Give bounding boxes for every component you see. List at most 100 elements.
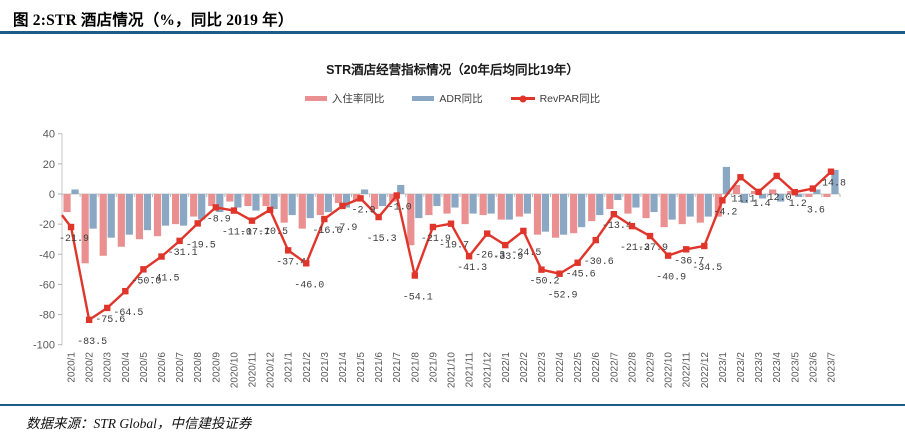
revpar-marker <box>230 207 238 214</box>
x-tick-label: 2021/11 <box>465 352 476 388</box>
revpar-dot-icon <box>519 95 527 102</box>
occupancy-bar <box>823 194 831 198</box>
x-tick-label: 2022/10 <box>664 352 675 389</box>
x-tick-label: 2022/8 <box>627 352 638 383</box>
revpar-marker <box>719 197 726 204</box>
occupancy-bar <box>153 194 162 237</box>
x-tick-label: 2020/7 <box>175 352 186 383</box>
y-tick-label: -100 <box>33 340 55 352</box>
revpar-data-label: 1.2 <box>789 199 807 210</box>
revpar-marker <box>755 188 762 196</box>
occupancy-bar <box>769 189 777 194</box>
adr-bar <box>758 194 767 199</box>
revpar-marker <box>646 232 654 240</box>
adr-bar <box>216 194 224 213</box>
occupancy-bar <box>425 194 433 216</box>
adr-bar <box>650 194 658 213</box>
revpar-data-label: -36.7 <box>674 256 704 267</box>
revpar-marker <box>809 185 817 192</box>
occupancy-bar <box>750 190 759 194</box>
occupancy-bar <box>570 194 578 234</box>
occupancy-bar <box>280 194 288 223</box>
occupancy-bar <box>371 194 379 210</box>
revpar-data-label: -30.6 <box>584 257 614 268</box>
revpar-data-label: -11.0 <box>222 228 252 239</box>
x-tick-label: 2020/12 <box>266 352 277 389</box>
revpar-data-label: -1.0 <box>388 203 412 214</box>
revpar-data-label: 11.1 <box>731 194 755 205</box>
revpar-data-label: -16.6 <box>312 226 342 237</box>
occupancy-bar <box>226 194 234 202</box>
revpar-data-label: -4.2 <box>713 207 737 218</box>
x-tick-label: 2022/7 <box>609 352 620 383</box>
occupancy-bar <box>461 194 469 225</box>
occupancy-bar <box>135 194 144 240</box>
x-tick-label: 2021/1 <box>284 352 295 383</box>
occupancy-bar <box>443 194 451 214</box>
revpar-data-label: -17.7 <box>240 228 270 239</box>
x-tick-label: 2020/5 <box>139 352 150 383</box>
revpar-data-label: 3.6 <box>807 206 825 217</box>
adr-bar <box>379 194 387 207</box>
adr-bar <box>541 194 550 232</box>
revpar-marker <box>212 204 219 211</box>
adr-bar <box>469 194 477 214</box>
x-tick-label: 2021/2 <box>302 352 313 383</box>
occupancy-bar <box>407 194 415 246</box>
revpar-marker <box>610 210 618 218</box>
occupancy-bar <box>99 194 107 256</box>
revpar-data-label: 14.8 <box>822 179 846 190</box>
revpar-marker <box>176 237 183 245</box>
revpar-marker <box>339 202 346 210</box>
x-tick-label: 2021/7 <box>392 352 403 383</box>
revpar-data-label: -41.3 <box>457 263 487 274</box>
x-tick-label: 2020/1 <box>67 352 78 383</box>
adr-bar <box>578 194 586 228</box>
adr-bar <box>125 194 133 235</box>
adr-bar <box>813 189 821 194</box>
x-tick-label: 2020/8 <box>193 352 204 383</box>
revpar-data-label: -10.5 <box>258 227 288 238</box>
adr-bar <box>795 194 803 198</box>
occupancy-bar <box>81 194 89 264</box>
occupancy-bar <box>787 190 795 194</box>
revpar-data-label: -40.9 <box>656 273 686 284</box>
revpar-data-label: -34.5 <box>692 263 722 274</box>
revpar-marker <box>284 247 292 254</box>
occupancy-bar <box>479 194 487 216</box>
revpar-data-label: 12.0 <box>768 193 792 204</box>
legend-item-revpar: RevPAR同比 <box>510 91 600 106</box>
revpar-marker <box>303 260 310 267</box>
x-tick-label: 2021/9 <box>428 352 439 383</box>
adr-bar <box>234 194 242 208</box>
x-tick-label: 2022/3 <box>537 352 548 383</box>
adr-bar <box>415 194 423 219</box>
chart-title: STR酒店经营指标情况（20年后均同比19年） <box>326 63 579 77</box>
occupancy-bar <box>298 194 306 229</box>
bottom-divider <box>0 404 905 406</box>
adr-bar <box>559 194 568 235</box>
revpar-marker <box>321 215 328 223</box>
occupancy-bar <box>389 194 397 202</box>
chart-plot: 40 20 0 -20 -40 -60 -80 -100 2020/1 2020/2 2020/3 2… <box>33 129 846 389</box>
adr-bar <box>397 184 405 194</box>
occupancy-swatch-icon <box>304 96 327 101</box>
y-tick-label: 20 <box>43 159 55 171</box>
occupancy-bar <box>642 194 650 219</box>
adr-bar <box>288 194 296 216</box>
adr-bar <box>433 194 441 207</box>
y-tick-label: -40 <box>39 249 55 261</box>
adr-bar <box>777 194 785 202</box>
revpar-marker <box>85 316 93 324</box>
revpar-data-label: -33.9 <box>493 252 523 263</box>
revpar-data-label: -19.7 <box>439 241 469 252</box>
adr-bar <box>487 194 495 214</box>
adr-bar <box>451 194 459 208</box>
adr-bar <box>722 166 730 194</box>
occupancy-bar <box>262 194 270 207</box>
x-tick-label: 2020/6 <box>157 352 168 383</box>
revpar-marker <box>773 172 780 180</box>
revpar-marker <box>411 272 419 279</box>
occupancy-bar <box>624 194 632 214</box>
